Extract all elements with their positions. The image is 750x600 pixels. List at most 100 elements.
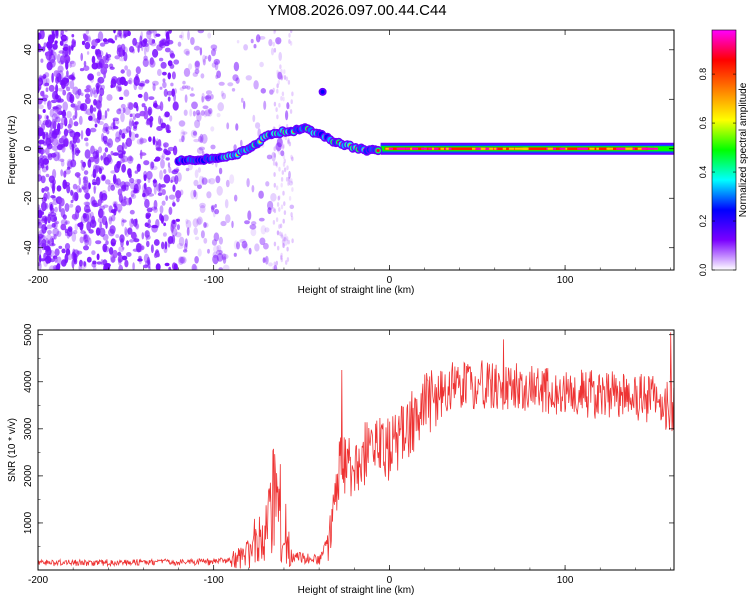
noise-speckle <box>141 103 146 108</box>
noise-speckle <box>173 263 178 270</box>
noise-speckle <box>68 117 73 128</box>
noise-speckle <box>121 163 126 173</box>
noise-speckle <box>205 90 213 95</box>
spectrogram-x-label: Height of straight line (km) <box>298 285 415 296</box>
noise-speckle <box>48 265 56 270</box>
noise-speckle <box>255 34 261 43</box>
noise-speckle <box>101 84 105 90</box>
noise-speckle <box>128 172 132 179</box>
noise-speckle <box>144 198 150 209</box>
noise-speckle <box>114 34 118 41</box>
noise-speckle <box>287 239 290 245</box>
noise-speckle <box>278 224 281 229</box>
noise-speckle <box>278 207 281 212</box>
carrier-highlight <box>637 147 645 150</box>
noise-speckle <box>272 220 276 225</box>
noise-speckle <box>45 233 53 244</box>
noise-speckle <box>102 152 107 162</box>
noise-speckle <box>87 73 94 81</box>
carrier-highlight <box>582 147 586 150</box>
noise-speckle <box>272 207 275 212</box>
snr-frame <box>37 329 675 571</box>
noise-speckle <box>280 257 283 263</box>
noise-speckle <box>253 44 257 49</box>
noise-speckle <box>197 167 201 173</box>
noise-speckle <box>83 231 87 240</box>
noise-speckle <box>250 228 257 237</box>
noise-speckle <box>145 120 151 126</box>
noise-speckle <box>61 36 67 40</box>
noise-speckle <box>135 242 142 253</box>
noise-speckle <box>65 59 69 70</box>
noise-speckle <box>290 178 293 184</box>
noise-speckle <box>91 200 98 206</box>
noise-speckle <box>153 30 158 39</box>
noise-speckle <box>84 239 89 246</box>
noise-speckle <box>253 80 259 90</box>
noise-speckle <box>155 140 159 146</box>
noise-speckle <box>289 41 293 46</box>
noise-speckle <box>280 75 283 81</box>
noise-speckle <box>233 144 237 151</box>
noise-speckle <box>288 180 294 186</box>
noise-speckle <box>134 178 141 186</box>
noise-speckle <box>283 236 287 242</box>
noise-speckle <box>139 137 144 145</box>
noise-speckle <box>120 48 123 58</box>
noise-speckle <box>122 107 126 114</box>
noise-speckle <box>73 191 79 202</box>
noise-speckle <box>56 107 62 115</box>
noise-speckle <box>280 69 283 74</box>
noise-speckle <box>273 146 276 152</box>
noise-speckle <box>289 109 293 114</box>
noise-speckle <box>107 138 113 148</box>
noise-speckle <box>49 238 52 244</box>
noise-speckle <box>57 151 61 162</box>
noise-speckle <box>273 47 277 53</box>
noise-speckle <box>44 82 50 87</box>
noise-speckle <box>80 161 85 171</box>
noise-speckle <box>146 30 152 35</box>
noise-speckle <box>282 243 285 249</box>
noise-speckle <box>63 56 69 63</box>
noise-speckle <box>180 129 185 139</box>
noise-speckle <box>102 135 108 142</box>
noise-speckle <box>128 102 134 110</box>
noise-speckle <box>263 100 267 111</box>
noise-speckle <box>194 60 200 68</box>
noise-speckle <box>281 91 285 97</box>
noise-speckle <box>165 34 170 44</box>
x-tick-label: -100 <box>204 575 224 586</box>
noise-speckle <box>276 88 279 94</box>
noise-speckle <box>71 232 77 242</box>
noise-speckle <box>266 154 273 160</box>
noise-speckle <box>48 153 52 158</box>
noise-speckle <box>118 107 122 112</box>
noise-speckle <box>201 176 205 186</box>
noise-speckle <box>99 227 106 237</box>
noise-speckle <box>121 150 126 155</box>
noise-speckle <box>222 256 227 264</box>
noise-speckle <box>168 194 176 200</box>
noise-speckle <box>39 155 44 160</box>
noise-speckle <box>69 203 74 208</box>
noise-speckle <box>127 155 134 164</box>
noise-speckle <box>66 166 71 170</box>
noise-speckle <box>172 200 175 207</box>
noise-speckle <box>236 241 240 250</box>
noise-speckle <box>62 179 67 190</box>
track-core <box>376 148 380 153</box>
noise-speckle <box>196 112 202 122</box>
noise-speckle <box>268 39 273 47</box>
noise-speckle <box>84 88 91 93</box>
noise-speckle <box>55 30 59 39</box>
carrier-highlight <box>520 147 526 150</box>
noise-speckle <box>60 208 66 218</box>
carrier-highlight <box>652 147 658 150</box>
noise-speckle <box>278 166 281 172</box>
noise-speckle <box>111 214 116 222</box>
noise-speckle <box>203 222 207 228</box>
carrier-highlight <box>388 147 394 150</box>
colorbar-tick-label: 0.0 <box>698 264 708 277</box>
noise-speckle <box>155 263 161 270</box>
